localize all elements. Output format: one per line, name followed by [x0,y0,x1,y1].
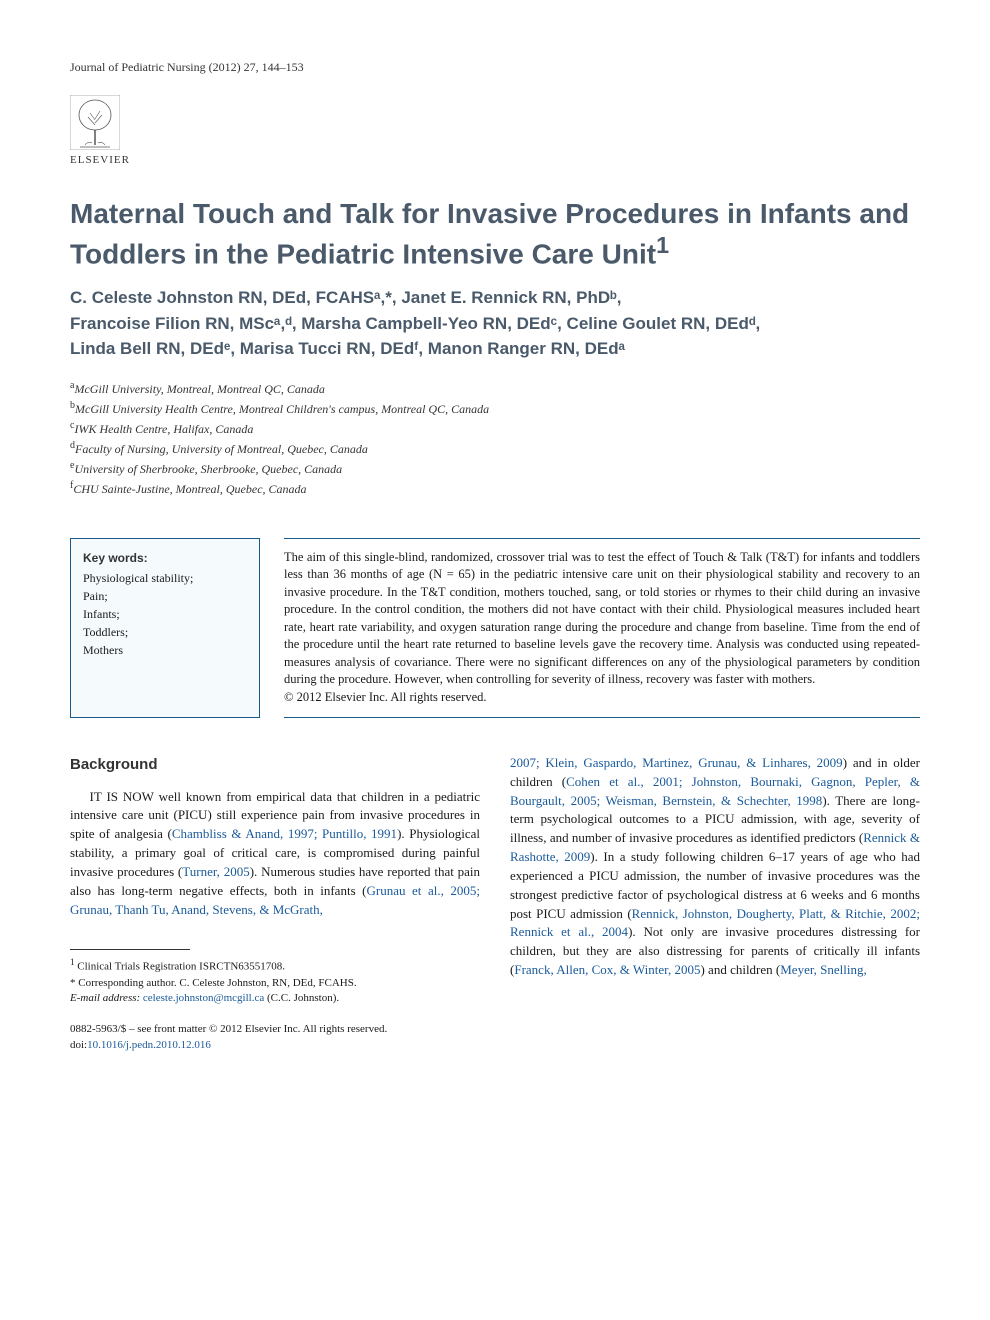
footnote-email: E-mail address: celeste.johnston@mcgill.… [70,991,480,1006]
publisher-name: ELSEVIER [70,154,920,166]
copyright-line: 0882-5963/$ – see front matter © 2012 El… [70,1022,480,1037]
body-columns: Background IT IS NOW well known from emp… [70,754,920,1053]
affiliations: aMcGill University, Montreal, Montreal Q… [70,378,920,498]
citation-link[interactable]: Chambliss & Anand, 1997; Puntillo, 1991 [172,826,397,841]
body-column-left: Background IT IS NOW well known from emp… [70,754,480,1053]
footnote-trial-registration: 1 Clinical Trials Registration ISRCTN635… [70,956,480,975]
authors-line-2: Francoise Filion RN, MScᵃ,ᵈ, Marsha Camp… [70,311,920,337]
affiliation-e: eUniversity of Sherbrooke, Sherbrooke, Q… [70,458,920,478]
doi-link[interactable]: 10.1016/j.pedn.2010.12.016 [87,1039,211,1051]
abstract-block: The aim of this single-blind, randomized… [284,538,920,718]
footnote-corresponding-author: * Corresponding author. C. Celeste Johns… [70,976,480,991]
elsevier-tree-icon [70,95,120,150]
affiliation-d: dFaculty of Nursing, University of Montr… [70,438,920,458]
journal-header: Journal of Pediatric Nursing (2012) 27, … [70,60,920,75]
keywords-box: Key words: Physiological stability; Pain… [70,538,260,718]
body-paragraph: IT IS NOW well known from empirical data… [70,788,480,920]
article-title: Maternal Touch and Talk for Invasive Pro… [70,196,920,271]
body-column-right: 2007; Klein, Gaspardo, Martinez, Grunau,… [510,754,920,1053]
keywords-title: Key words: [83,549,247,567]
citation-link[interactable]: Meyer, Snelling, [780,962,867,977]
affiliation-b: bMcGill University Health Centre, Montre… [70,398,920,418]
keyword-item: Physiological stability; [83,569,247,587]
title-text: Maternal Touch and Talk for Invasive Pro… [70,198,909,269]
citation-link[interactable]: 2007; Klein, Gaspardo, Martinez, Grunau,… [510,755,843,770]
keyword-item: Pain; [83,587,247,605]
doi-line: doi:10.1016/j.pedn.2010.12.016 [70,1038,480,1053]
abstract-copyright: © 2012 Elsevier Inc. All rights reserved… [284,690,487,704]
section-heading-background: Background [70,754,480,776]
abstract-text: The aim of this single-blind, randomized… [284,550,920,687]
footnote-rule [70,949,190,950]
copyright-block: 0882-5963/$ – see front matter © 2012 El… [70,1022,480,1053]
authors-line-1: C. Celeste Johnston RN, DEd, FCAHSᵃ,*, J… [70,285,920,311]
affiliation-f: fCHU Sainte-Justine, Montreal, Quebec, C… [70,478,920,498]
email-link[interactable]: celeste.johnston@mcgill.ca [143,992,264,1004]
title-footnote-marker: 1 [656,232,669,258]
affiliation-c: cIWK Health Centre, Halifax, Canada [70,418,920,438]
author-list: C. Celeste Johnston RN, DEd, FCAHSᵃ,*, J… [70,285,920,362]
keyword-item: Mothers [83,641,247,659]
citation-link[interactable]: Turner, 2005 [182,864,249,879]
abstract-row: Key words: Physiological stability; Pain… [70,538,920,718]
authors-line-3: Linda Bell RN, DEdᵉ, Marisa Tucci RN, DE… [70,336,920,362]
keyword-item: Toddlers; [83,623,247,641]
citation-link[interactable]: Franck, Allen, Cox, & Winter, 2005 [514,962,700,977]
affiliation-a: aMcGill University, Montreal, Montreal Q… [70,378,920,398]
publisher-logo: ELSEVIER [70,95,920,166]
keyword-item: Infants; [83,605,247,623]
footnotes: 1 Clinical Trials Registration ISRCTN635… [70,949,480,1006]
body-paragraph: 2007; Klein, Gaspardo, Martinez, Grunau,… [510,754,920,980]
